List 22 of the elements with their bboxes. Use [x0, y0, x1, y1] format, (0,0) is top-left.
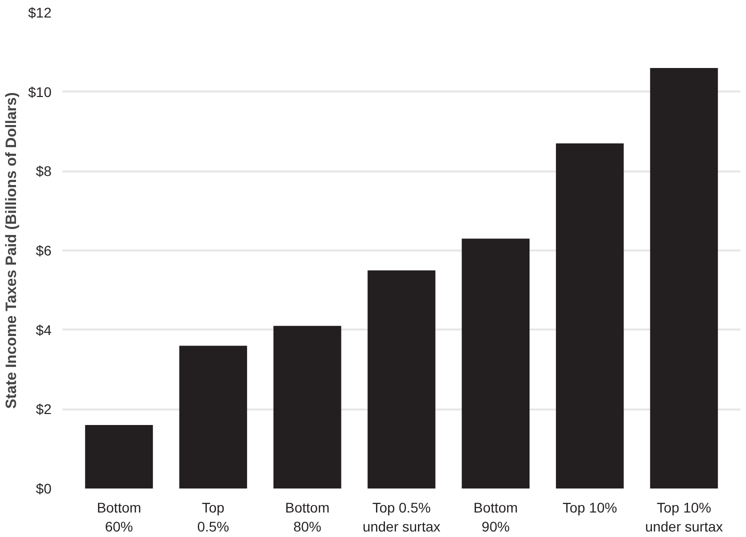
x-tick-label: Top 10% under surtax: [645, 500, 723, 535]
bar: [273, 326, 342, 488]
y-tick-label: $2: [36, 401, 52, 418]
bar: [556, 143, 624, 488]
bar: [650, 68, 718, 488]
y-tick-label: $0: [36, 480, 52, 496]
bar: [368, 270, 436, 488]
x-tick-label: Top 0.5% under surtax: [362, 500, 440, 535]
y-tick-label: $8: [36, 163, 52, 180]
x-tick-label: Top 0.5%: [197, 500, 230, 535]
x-tick-label: Bottom 60%: [96, 500, 142, 535]
y-tick-label: $10: [28, 84, 52, 100]
x-tick-label: Bottom 80%: [285, 500, 330, 535]
y-tick-label: $12: [28, 4, 52, 20]
y-tick-label: $4: [36, 322, 52, 338]
x-tick-label: Top 10%: [562, 500, 618, 516]
y-axis-title: State Income Taxes Paid (Billions of Dollars): [3, 92, 20, 409]
bar: [462, 238, 530, 488]
bar: [179, 346, 248, 488]
bar: [85, 425, 153, 488]
x-tick-label: Bottom 90%: [473, 500, 518, 535]
y-tick-label: $6: [36, 242, 52, 258]
